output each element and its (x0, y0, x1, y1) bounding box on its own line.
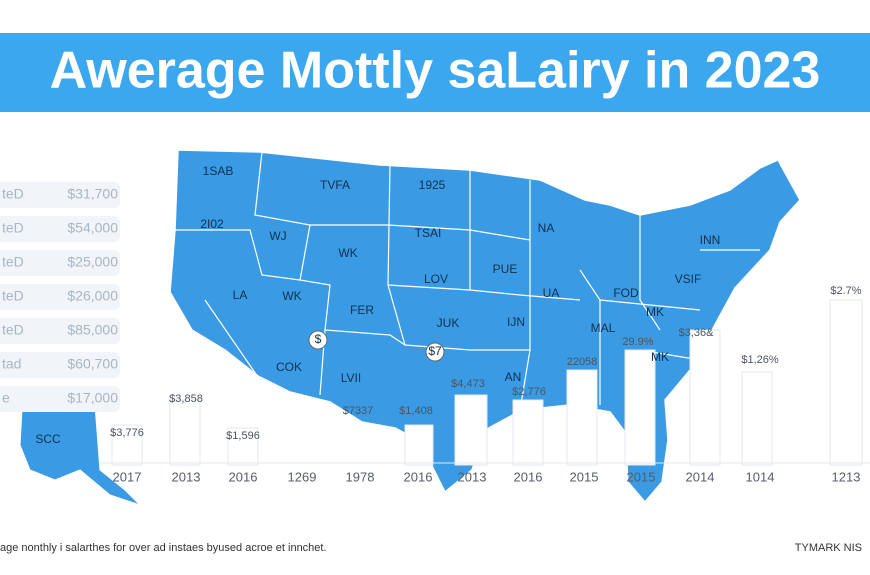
sidebar-row (0, 318, 120, 344)
state-borders (175, 151, 760, 411)
state-label: WJ (269, 229, 286, 243)
sidebar-label: tad (2, 356, 21, 372)
state-label: INN (700, 233, 721, 247)
state-label: 1SAB (203, 164, 234, 178)
state-label: $ (315, 332, 322, 346)
axis-label: 2016 (404, 469, 433, 484)
axis-label: 1213 (832, 469, 861, 484)
axis-label: 2013 (172, 469, 201, 484)
axis-label: 1014 (746, 469, 775, 484)
overlay-bars (111, 299, 863, 466)
state-label: MK (651, 350, 669, 364)
state-label: $7 (428, 344, 442, 358)
sidebar-label: e (2, 390, 10, 406)
marker (308, 330, 328, 350)
sidebar-label: teD (2, 186, 24, 202)
state-label: PUE (493, 262, 518, 276)
sidebar-label: teD (2, 254, 24, 270)
state-label: LOV (424, 272, 448, 286)
map (19, 149, 863, 506)
title: Awerage Mottly saLairy in 2023 (50, 42, 821, 100)
state-label: TVFA (320, 178, 350, 192)
state-label: NA (538, 221, 555, 235)
sidebar-value: $25,000 (67, 254, 118, 270)
axis-label: 1978 (346, 469, 375, 484)
title-bar (0, 33, 870, 112)
sidebar-label: teD (2, 322, 24, 338)
sidebar-row (0, 182, 120, 208)
axis-label: 2015 (627, 469, 656, 484)
sidebar-value: $54,000 (67, 220, 118, 236)
marker (425, 342, 445, 362)
state-label: MK (646, 305, 664, 319)
state-label: LVII (341, 371, 361, 385)
axis-label: 1269 (288, 469, 317, 484)
axis-label: 2013 (458, 469, 487, 484)
state-label: LA (233, 288, 248, 302)
state-label: WK (282, 289, 301, 303)
value-annotation: $1,408 (399, 405, 433, 417)
footer-brand: TYMARK NIS (795, 542, 862, 554)
sidebar-row (0, 352, 120, 378)
sidebar-label: teD (2, 220, 24, 236)
sidebar-value: $17,000 (67, 390, 118, 406)
axis-label: 2016 (514, 469, 543, 484)
state-label: IJN (507, 315, 525, 329)
value-annotation: $3,858 (169, 393, 203, 405)
axis-label: 2014 (686, 469, 715, 484)
state-label: VSIF (675, 272, 702, 286)
value-annotation: $3,776 (110, 427, 144, 439)
axis-label: 2016 (229, 469, 258, 484)
sidebar-value: $85,000 (67, 322, 118, 338)
state-label: COK (276, 360, 302, 374)
sidebar-row (0, 386, 120, 412)
value-annotation: $2,776 (512, 386, 546, 398)
state-label: MAL (591, 321, 616, 335)
value-annotation: 29.9% (622, 336, 653, 348)
state-label: SCC (35, 432, 61, 446)
sidebar-value: $26,000 (67, 288, 118, 304)
footer-caption: age nonthly i salarthes for over ad inst… (0, 542, 327, 554)
sidebar-label: teD (2, 288, 24, 304)
state-label: UA (543, 286, 560, 300)
sidebar-value: $60,700 (67, 356, 118, 372)
state-label: AN (505, 370, 522, 384)
value-annotation: $3,36& (679, 327, 715, 339)
axis-label: 2015 (570, 469, 599, 484)
sidebar-value: $31,700 (67, 186, 118, 202)
value-annotation: $1,596 (226, 430, 260, 442)
state-label: JUK (437, 316, 460, 330)
value-annotation: $2.7% (830, 285, 861, 297)
sidebar-row (0, 216, 120, 242)
value-annotation: $7337 (343, 405, 374, 417)
state-label: FOD (613, 286, 639, 300)
value-annotation: $1,26% (741, 354, 779, 366)
state-label: 1925 (419, 178, 446, 192)
value-annotation: 22058 (567, 356, 598, 368)
state-label: 2I02 (200, 217, 224, 231)
state-label: WK (338, 246, 357, 260)
axis-label: 2017 (113, 469, 142, 484)
labels: teD $31,700 teD $54,000 teD $25,000 teD $26,000… (0, 164, 870, 484)
value-annotation: $4,473 (451, 378, 485, 390)
sidebar-row (0, 284, 120, 310)
state-label: FER (350, 303, 374, 317)
sidebar-row (0, 250, 120, 276)
state-label: TSAI (415, 226, 442, 240)
